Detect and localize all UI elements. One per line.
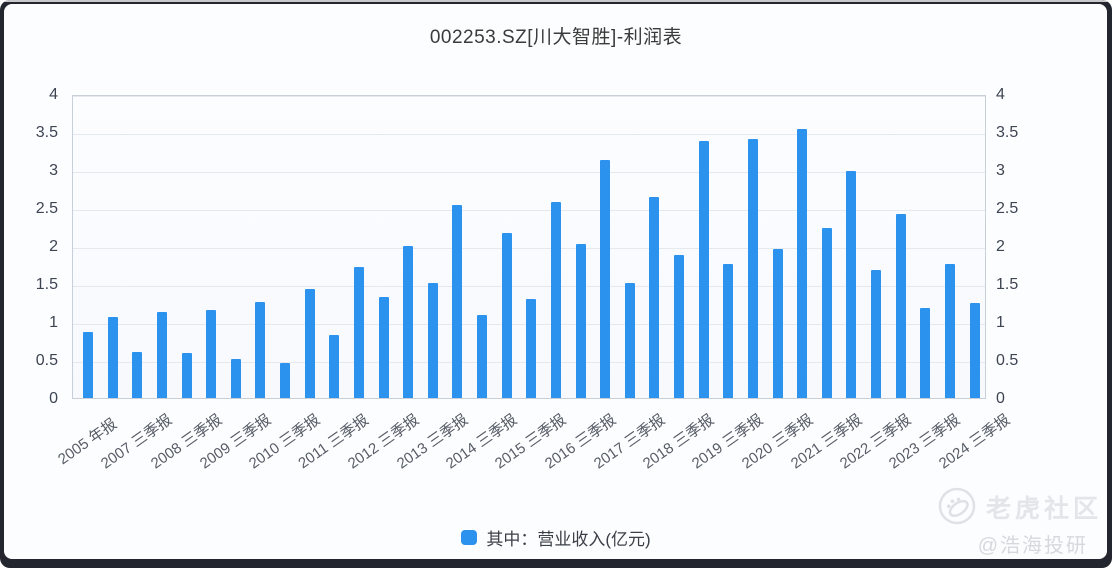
y-axis-tick-left: 4 [49, 86, 58, 103]
bar[interactable] [698, 141, 709, 398]
bar[interactable] [550, 201, 561, 398]
bar[interactable] [255, 302, 266, 398]
plot-area [72, 95, 986, 399]
bar[interactable] [895, 213, 906, 398]
y-axis-tick-right: 1 [996, 314, 1005, 331]
y-axis-tick-left: 0.5 [35, 352, 58, 369]
bar[interactable] [821, 228, 832, 398]
bar[interactable] [427, 282, 438, 398]
bar[interactable] [181, 352, 192, 398]
bar[interactable] [674, 255, 684, 398]
watermark-handle: @浩海投研 [977, 535, 1088, 557]
bar[interactable] [156, 311, 167, 398]
y-axis-tick-right: 2.5 [996, 200, 1019, 217]
bar[interactable] [797, 129, 808, 398]
bar[interactable] [624, 282, 635, 398]
bar[interactable] [230, 358, 241, 398]
bar[interactable] [83, 331, 93, 398]
bar[interactable] [846, 170, 857, 398]
bar[interactable] [871, 269, 881, 398]
bar[interactable] [452, 204, 463, 398]
chart-title: 002253.SZ[川大智胜]-利润表 [429, 27, 683, 48]
y-axis-tick-right: 4 [996, 86, 1005, 103]
bar[interactable] [772, 249, 783, 398]
bar[interactable] [353, 267, 364, 398]
bar[interactable] [575, 243, 586, 398]
legend-item[interactable]: 其中：营业收入(亿元) [0, 525, 1112, 550]
y-axis-tick-right: 0 [996, 390, 1005, 407]
y-axis-tick-left: 1.5 [35, 276, 58, 293]
y-axis-tick-left: 3 [49, 162, 58, 179]
y-axis-tick-left: 0 [49, 390, 58, 407]
bar[interactable] [304, 289, 315, 398]
legend-label: 其中：营业收入(亿元) [486, 530, 651, 549]
bar[interactable] [501, 232, 512, 398]
y-axis-tick-left: 2 [49, 238, 58, 255]
bar[interactable] [206, 309, 217, 398]
y-axis-tick-right: 2 [996, 238, 1005, 255]
legend-marker [461, 530, 478, 545]
y-axis-tick-left: 2.5 [35, 200, 58, 217]
y-axis-tick-right: 0.5 [996, 352, 1019, 369]
bar[interactable] [723, 263, 734, 398]
y-axis-tick-right: 1.5 [996, 276, 1019, 293]
bar[interactable] [378, 296, 389, 398]
bar[interactable] [132, 351, 143, 398]
bar[interactable] [600, 160, 611, 398]
bar[interactable] [969, 302, 980, 398]
tiger-community-logo-icon [938, 487, 976, 525]
bar[interactable] [526, 299, 537, 398]
bar[interactable] [747, 139, 758, 398]
bar[interactable] [329, 335, 340, 398]
bar[interactable] [944, 263, 955, 398]
bar[interactable] [280, 363, 290, 398]
bar[interactable] [107, 317, 118, 398]
bar[interactable] [649, 197, 660, 398]
y-axis-tick-right: 3.5 [996, 124, 1019, 141]
bar[interactable] [403, 245, 414, 398]
y-axis-tick-right: 3 [996, 162, 1005, 179]
bar[interactable] [477, 314, 487, 398]
y-axis-tick-left: 3.5 [35, 124, 58, 141]
watermark-brand: 老虎社区 [986, 495, 1103, 523]
y-axis-tick-left: 1 [49, 314, 58, 331]
bar[interactable] [920, 308, 931, 398]
